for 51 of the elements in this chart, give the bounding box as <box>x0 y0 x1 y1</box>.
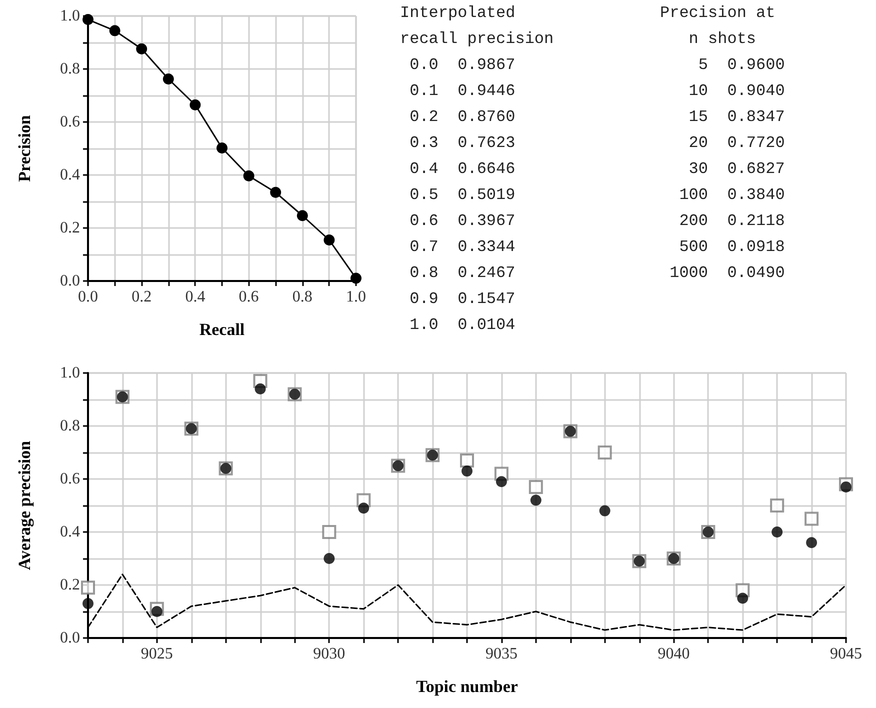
y-tick-label: 0.4 <box>60 166 80 184</box>
text: 0.4 0.6646 <box>408 159 516 180</box>
x-tick-label: 0.4 <box>185 288 206 306</box>
x-tick-label: 0.0 <box>78 288 98 306</box>
x-tick-label: 0.6 <box>238 288 259 306</box>
x-tick-label: 1.0 <box>346 288 366 306</box>
text: 0.0 0.9867 <box>408 55 516 76</box>
x-tick-label: 9035 <box>485 646 518 662</box>
text: 1000 0.0490 <box>668 263 786 284</box>
text: 0.5 0.5019 <box>408 185 516 206</box>
y-tick-label: 0.6 <box>60 114 80 130</box>
y-tick-label: 0.2 <box>60 576 80 594</box>
text: 200 0.2118 <box>678 211 786 232</box>
text: 1.0 0.0104 <box>408 315 516 336</box>
text: Precision at <box>660 3 776 24</box>
text: n shots <box>688 29 758 50</box>
y-tick-label: 0.0 <box>60 272 80 290</box>
text: 0.1 0.9446 <box>408 81 516 102</box>
text: 15 0.8347 <box>688 107 786 128</box>
text: 20 0.7720 <box>688 133 786 154</box>
y-tick-label: 0.8 <box>60 60 80 78</box>
y-tick-label: 1.0 <box>60 8 80 24</box>
text: 10 0.9040 <box>688 81 786 102</box>
text: 0.8 0.2467 <box>408 263 516 284</box>
x-tick-label: 0.2 <box>132 288 152 306</box>
x-axis-title: Topic number <box>416 677 518 696</box>
text: 5 0.9600 <box>697 55 786 76</box>
text: 0.3 0.7623 <box>408 133 516 154</box>
text: 500 0.0918 <box>678 237 786 258</box>
y-tick-label: 0.8 <box>60 418 80 434</box>
text: 30 0.6827 <box>688 159 786 180</box>
x-tick-label: 0.8 <box>292 288 312 306</box>
text: Interpolated <box>400 3 516 24</box>
text: recall precision <box>400 29 555 50</box>
y-tick-label: 1.0 <box>60 364 80 382</box>
text: 0.9 0.1547 <box>408 289 516 310</box>
x-tick-label: 9045 <box>830 646 862 662</box>
x-axis-title: Recall <box>199 320 245 339</box>
x-tick-label: 9030 <box>313 646 346 662</box>
y-tick-label: 0.4 <box>60 524 80 540</box>
y-tick-label: 0.2 <box>60 220 80 236</box>
text: 0.2 0.8760 <box>408 107 516 128</box>
y-axis-title: Precision <box>15 114 34 182</box>
text: 0.7 0.3344 <box>408 237 516 258</box>
y-tick-label: 0.0 <box>60 630 80 646</box>
y-axis-title: Average precision <box>15 440 34 570</box>
x-tick-label: 9040 <box>658 646 690 662</box>
text: 100 0.3840 <box>678 185 786 206</box>
text: 0.6 0.3967 <box>408 211 516 232</box>
x-tick-label: 9025 <box>140 646 173 662</box>
y-tick-label: 0.6 <box>60 470 80 488</box>
